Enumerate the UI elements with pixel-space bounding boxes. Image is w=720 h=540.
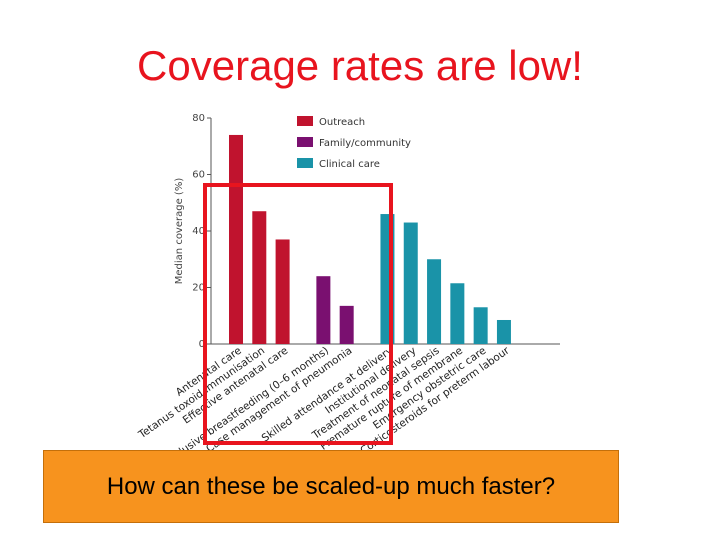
- bar: [496, 319, 511, 344]
- bar: [229, 134, 243, 344]
- legend-swatch: [297, 116, 313, 126]
- y-tick-label: 0: [199, 339, 205, 350]
- legend-swatch: [297, 137, 313, 147]
- bar: [427, 259, 442, 344]
- bar: [339, 305, 354, 344]
- highlight-box: [203, 183, 393, 445]
- slide-title: Coverage rates are low!: [137, 42, 583, 89]
- bar: [316, 276, 331, 344]
- bar: [275, 239, 290, 344]
- legend-swatch: [297, 158, 313, 168]
- y-axis-label: Median coverage (%): [174, 178, 185, 285]
- callout-box: How can these be scaled-up much faster?: [43, 450, 619, 523]
- legend-label: Family/community: [319, 138, 411, 149]
- y-axis: 0 20 40 60 80 Median coverage (%): [174, 113, 212, 350]
- bar: [252, 211, 267, 344]
- callout-text: How can these be scaled-up much faster?: [106, 473, 556, 500]
- legend: Outreach Family/community Clinical care: [297, 116, 411, 170]
- y-tick-label: 20: [192, 283, 205, 294]
- bar: [473, 307, 488, 344]
- y-tick-label: 80: [192, 113, 205, 124]
- y-tick-label: 60: [192, 170, 205, 181]
- y-tick-label: 40: [192, 226, 205, 237]
- bar: [450, 283, 465, 344]
- bar: [403, 222, 418, 344]
- legend-label: Outreach: [319, 117, 365, 128]
- y-ticks: 0 20 40 60 80: [192, 113, 211, 350]
- legend-label: Clinical care: [319, 159, 380, 170]
